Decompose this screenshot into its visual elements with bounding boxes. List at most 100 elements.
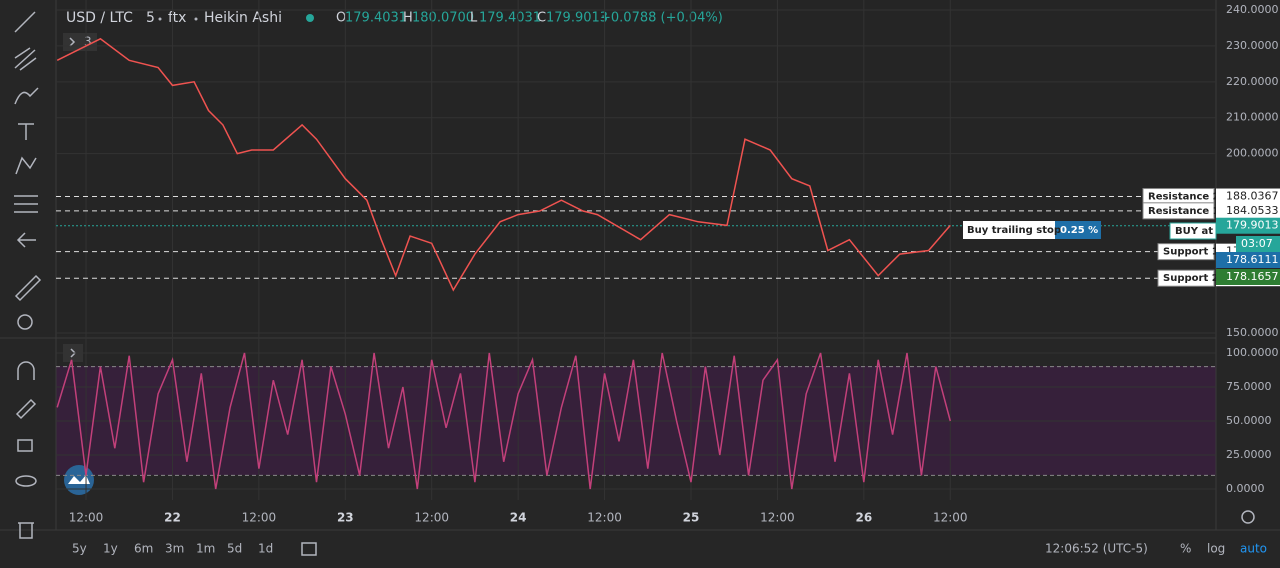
auto-toggle[interactable]: auto xyxy=(1240,542,1267,556)
zoom-tool[interactable] xyxy=(17,314,33,330)
x-tick-label: 25 xyxy=(683,511,700,525)
level-tag-box xyxy=(1216,202,1280,219)
prediction-tool[interactable] xyxy=(14,195,38,213)
lock-tool[interactable] xyxy=(17,439,33,452)
indicator-count: 3 xyxy=(84,35,92,49)
order-tag: 178.1657 xyxy=(1226,270,1279,283)
x-tick-label: 12:00 xyxy=(933,511,968,525)
x-tick-label: 23 xyxy=(337,511,354,525)
clock: 12:06:52 (UTC-5) xyxy=(1045,542,1148,556)
buy-tag-box xyxy=(1169,222,1217,240)
y-tick-label: 25.0000 xyxy=(1226,448,1272,461)
order-tag-box xyxy=(1216,269,1280,285)
trailing-stop-value-box xyxy=(1055,221,1101,239)
x-tick-label: 12:00 xyxy=(242,511,277,525)
exchange: ftx xyxy=(168,10,186,26)
symbol: USD / LTC xyxy=(66,10,133,26)
x-tick-label: 12:00 xyxy=(760,511,795,525)
price-pane xyxy=(56,0,1216,335)
interval: 5 xyxy=(146,10,155,26)
measure-tool[interactable] xyxy=(14,274,42,302)
timeframe-button[interactable]: 5y xyxy=(72,542,87,556)
x-tick-label: 12:00 xyxy=(587,511,622,525)
y-tick-label: 200.0000 xyxy=(1226,147,1279,160)
buy-tag: BUY at xyxy=(1175,226,1213,237)
date-range-button[interactable] xyxy=(301,542,317,556)
trailing-stop-widget[interactable]: Buy trailing stop 0.25 % xyxy=(963,221,1101,239)
y-tick-label: 220.0000 xyxy=(1226,75,1279,88)
fib-tool[interactable] xyxy=(14,47,37,71)
level-label-box xyxy=(1157,269,1215,287)
ohlc-key: C xyxy=(537,11,546,26)
visibility-tool[interactable] xyxy=(15,475,37,487)
back-tool[interactable] xyxy=(16,232,36,248)
countdown: 03:07 xyxy=(1241,237,1273,250)
ohlc-value: 180.0700 xyxy=(412,11,474,26)
x-tick-label: 24 xyxy=(510,511,527,525)
last-price-box xyxy=(1216,217,1280,234)
timeframe-button[interactable]: 1m xyxy=(196,542,215,556)
status-dot xyxy=(306,14,314,22)
trailing-stop-value: 0.25 % xyxy=(1060,225,1098,236)
settings-button[interactable] xyxy=(1241,510,1255,524)
magnet-tool[interactable] xyxy=(17,361,35,380)
timeframe-button[interactable]: 3m xyxy=(165,542,184,556)
oscillator-plot: 100.0000 75.0000 50.0000 25.0000 0.0000 xyxy=(56,346,1279,495)
percent-toggle[interactable]: % xyxy=(1180,542,1191,556)
timeframe-button[interactable]: 1y xyxy=(103,542,118,556)
level-label-box xyxy=(1142,202,1215,220)
x-tick-label: 12:00 xyxy=(414,511,449,525)
text-tool[interactable] xyxy=(18,123,34,140)
level-label: Resistance 1 xyxy=(1148,206,1220,217)
header: USD / LTC 5 ftx Heikin Ashi +0.0788 (+0.… xyxy=(63,10,723,362)
series-line xyxy=(56,352,952,490)
series-line xyxy=(56,37,951,292)
trash-tool[interactable] xyxy=(18,522,34,539)
separator xyxy=(194,17,198,21)
logo-mark xyxy=(68,475,90,484)
ohlc-value: 179.4031 xyxy=(345,11,407,26)
y-tick-label: 150.0000 xyxy=(1226,326,1279,339)
level-tag: 184.0533 xyxy=(1226,204,1279,217)
y-tick-label: 240.0000 xyxy=(1226,3,1279,16)
chevron xyxy=(69,37,76,47)
y-tick-label: 210.0000 xyxy=(1226,111,1279,124)
log-toggle[interactable]: log xyxy=(1207,542,1225,556)
trailing-stop-box xyxy=(963,221,1055,239)
y-tick-label: 100.0000 xyxy=(1226,346,1279,359)
footer: 12:06:52 (UTC-5) % log auto 5y 1y 6m 3m 1m 5d… xyxy=(72,510,1267,556)
trailing-stop-label: Buy trailing stop xyxy=(967,225,1061,236)
countdown-box xyxy=(1236,236,1280,252)
level-label-box xyxy=(1157,243,1215,261)
level-label: Support 1 xyxy=(1163,247,1219,258)
y-tick-label: 50.0000 xyxy=(1226,414,1272,427)
ohlc-key: O xyxy=(336,11,346,26)
pattern-tool[interactable] xyxy=(15,156,37,175)
x-tick-label: 12:00 xyxy=(69,511,104,525)
y-tick-label: 230.0000 xyxy=(1226,39,1279,52)
timeframe-button[interactable]: 1d xyxy=(258,542,273,556)
ohlc-key: L xyxy=(470,11,478,26)
ohlc-key: H xyxy=(403,11,413,26)
separator xyxy=(158,17,162,21)
y-tick-label: 75.0000 xyxy=(1226,380,1272,393)
price-plot: 240.0000 230.0000 220.0000 210.0000 200.0000… xyxy=(56,0,1280,525)
last-price-tag: 179.9013 xyxy=(1226,219,1279,232)
lock-drawing-tool[interactable] xyxy=(15,398,37,420)
order-tag: 178.6111 xyxy=(1226,253,1279,266)
ohlc-value: 179.4031 xyxy=(479,11,541,26)
indicator-toggle[interactable] xyxy=(63,33,97,51)
timeframe-button[interactable]: 6m xyxy=(134,542,153,556)
x-tick-label: 26 xyxy=(855,511,872,525)
ohlc-value: 179.9013 xyxy=(546,11,608,26)
logo[interactable] xyxy=(64,465,94,495)
timeframe-button[interactable]: 5d xyxy=(227,542,242,556)
trend-line-tool[interactable] xyxy=(14,11,36,33)
order-tag-box xyxy=(1216,252,1280,268)
level-tag: 188.0367 xyxy=(1226,190,1279,203)
change: +0.0788 (+0.04%) xyxy=(600,11,723,26)
level-tag-box xyxy=(1216,188,1280,205)
brush-tool[interactable] xyxy=(14,87,39,105)
